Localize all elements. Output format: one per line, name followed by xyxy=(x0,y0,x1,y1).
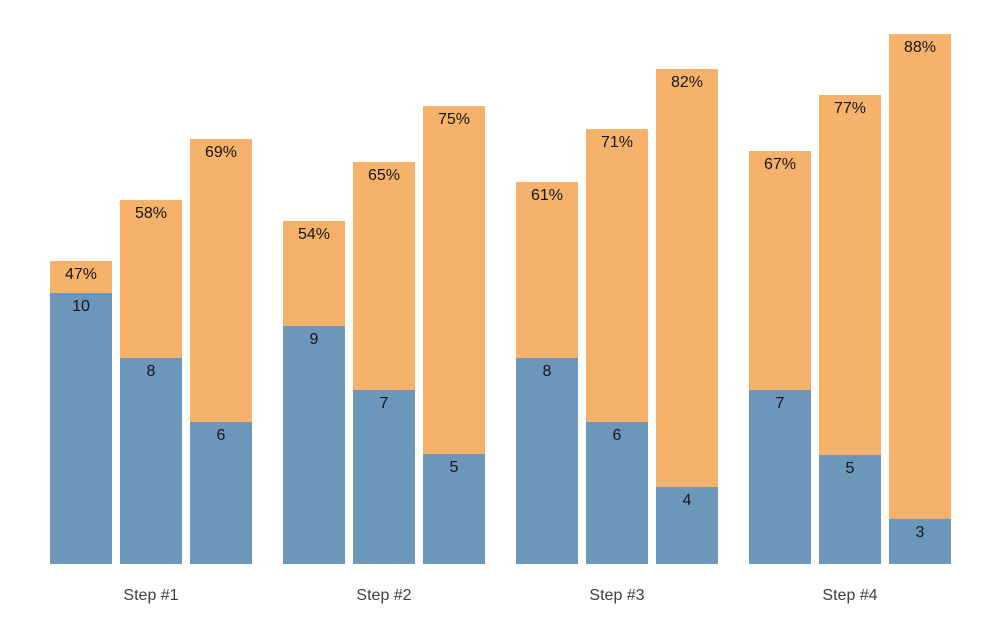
bar-completed-segment: 6 xyxy=(190,422,252,564)
bar-remaining-segment: 65% xyxy=(353,162,415,390)
value-label: 4 xyxy=(682,492,692,509)
bar-remaining-segment: 82% xyxy=(656,69,718,487)
bar-completed-segment: 5 xyxy=(819,455,881,564)
bar-remaining-segment: 69% xyxy=(190,139,252,422)
bar-remaining-segment: 88% xyxy=(889,34,951,519)
bar-remaining-segment: 47% xyxy=(50,261,112,293)
percent-label: 88% xyxy=(903,39,937,56)
plot-area: 47% 10 58% 8 69% 6 Step #1 54% 9 65% 7 75% 5 Step #2 6… xyxy=(50,0,951,604)
percent-label: 75% xyxy=(437,111,471,128)
bar-completed-segment: 9 xyxy=(283,326,345,564)
bar-completed-segment: 6 xyxy=(586,422,648,564)
value-label: 7 xyxy=(379,395,389,412)
value-label: 5 xyxy=(449,459,459,476)
group-axis-label: Step #2 xyxy=(356,587,412,604)
bar-completed-segment: 8 xyxy=(120,358,182,564)
bar-group: 61% 8 71% 6 82% 4 Step #3 xyxy=(516,69,718,604)
bar-remaining-segment: 58% xyxy=(120,200,182,358)
bar-remaining-segment: 71% xyxy=(586,129,648,422)
percent-label: 47% xyxy=(64,266,98,283)
bar-completed-segment: 7 xyxy=(353,390,415,564)
bar-completed-segment: 4 xyxy=(656,487,718,564)
value-label: 6 xyxy=(612,427,622,444)
bar-completed-segment: 5 xyxy=(423,454,485,564)
percent-label: 67% xyxy=(763,156,797,173)
percent-label: 65% xyxy=(367,167,401,184)
stacked-bar: 61% 8 xyxy=(516,182,578,564)
stacked-bar: 82% 4 xyxy=(656,69,718,564)
value-label: 9 xyxy=(309,331,319,348)
group-axis-label: Step #4 xyxy=(822,587,878,604)
stacked-bar: 58% 8 xyxy=(120,200,182,564)
bar-remaining-segment: 77% xyxy=(819,95,881,455)
group-axis-label: Step #1 xyxy=(123,587,179,604)
stacked-bar: 65% 7 xyxy=(353,162,415,564)
bar-remaining-segment: 54% xyxy=(283,221,345,326)
bar-remaining-segment: 61% xyxy=(516,182,578,358)
bar-remaining-segment: 75% xyxy=(423,106,485,454)
bar-completed-segment: 8 xyxy=(516,358,578,564)
stacked-bar: 54% 9 xyxy=(283,221,345,564)
bar-remaining-segment: 67% xyxy=(749,151,811,390)
bar-group: 54% 9 65% 7 75% 5 Step #2 xyxy=(283,106,485,604)
percent-label: 69% xyxy=(204,144,238,161)
stacked-bar: 69% 6 xyxy=(190,139,252,564)
stacked-bar: 47% 10 xyxy=(50,261,112,564)
percent-label: 82% xyxy=(670,74,704,91)
stacked-bar: 71% 6 xyxy=(586,129,648,564)
stacked-bar: 67% 7 xyxy=(749,151,811,564)
bar-group: 47% 10 58% 8 69% 6 Step #1 xyxy=(50,139,252,604)
value-label: 7 xyxy=(775,395,785,412)
group-axis-label: Step #3 xyxy=(589,587,645,604)
percent-label: 54% xyxy=(297,226,331,243)
percent-label: 71% xyxy=(600,134,634,151)
value-label: 8 xyxy=(542,363,552,380)
bar-completed-segment: 10 xyxy=(50,293,112,564)
percent-label: 77% xyxy=(833,100,867,117)
stacked-bar: 77% 5 xyxy=(819,95,881,564)
value-label: 5 xyxy=(845,460,855,477)
percent-label: 61% xyxy=(530,187,564,204)
stacked-bar: 88% 3 xyxy=(889,34,951,564)
stacked-bar: 75% 5 xyxy=(423,106,485,564)
value-label: 10 xyxy=(72,298,90,315)
bar-completed-segment: 7 xyxy=(749,390,811,564)
bar-completed-segment: 3 xyxy=(889,519,951,564)
value-label: 8 xyxy=(146,363,156,380)
value-label: 3 xyxy=(915,524,925,541)
bar-group: 67% 7 77% 5 88% 3 Step #4 xyxy=(749,34,951,604)
value-label: 6 xyxy=(216,427,226,444)
percent-label: 58% xyxy=(134,205,168,222)
